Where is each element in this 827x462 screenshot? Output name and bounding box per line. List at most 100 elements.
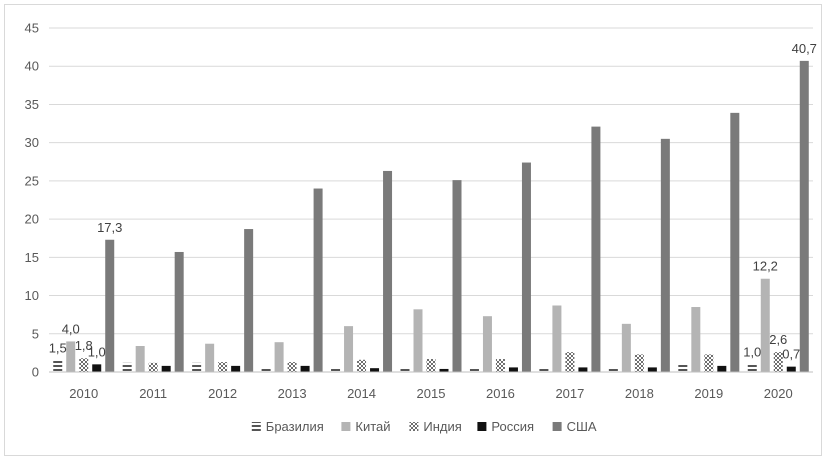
bar [161, 365, 171, 372]
y-tick-label: 30 [25, 135, 39, 150]
y-tick-label: 40 [25, 59, 39, 74]
bar [730, 112, 740, 372]
bar [552, 305, 562, 372]
data-labels: 1,54,01,81,017,31,012,22,60,740,7 [49, 41, 817, 362]
chart-frame: 0 5 10 15 20 25 30 35 40 45 2010 2011 2012 2013 2014 2… [4, 4, 822, 456]
data-label: 0,7 [782, 347, 800, 362]
x-tick-label: 2012 [208, 386, 237, 401]
bar [747, 364, 757, 372]
y-tick-label: 5 [32, 326, 39, 341]
legend-label: Россия [491, 419, 534, 434]
bar [300, 365, 310, 372]
data-label: 1,8 [75, 338, 93, 353]
bar [495, 359, 505, 372]
x-tick-label: 2010 [69, 386, 98, 401]
bar [521, 162, 531, 372]
bar [287, 362, 297, 372]
legend-swatch [251, 422, 261, 431]
bar [135, 346, 145, 372]
bar [565, 352, 575, 372]
bars [53, 60, 809, 372]
bar [539, 368, 549, 372]
legend-label: США [567, 419, 597, 434]
data-label: 1,0 [88, 344, 106, 359]
legend-label: Китай [355, 419, 390, 434]
bar [231, 365, 241, 372]
legend-label: Индия [423, 419, 461, 434]
bar [621, 323, 631, 372]
x-tick-label: 2017 [555, 386, 584, 401]
bar [608, 368, 618, 372]
bar [426, 359, 436, 372]
bar [357, 359, 367, 372]
bar [92, 364, 102, 372]
bar [634, 354, 644, 372]
y-tick-label: 0 [32, 365, 39, 380]
bar [760, 278, 770, 372]
legend-swatch [552, 422, 562, 431]
bar [261, 367, 271, 372]
x-tick-label: 2015 [417, 386, 446, 401]
y-tick-label: 20 [25, 212, 39, 227]
bar [148, 362, 158, 372]
legend-swatch [341, 422, 351, 431]
data-label: 12,2 [753, 259, 778, 274]
y-tick-label: 25 [25, 173, 39, 188]
x-tick-label: 2011 [139, 386, 167, 401]
bar [469, 368, 479, 372]
bar [773, 352, 783, 372]
bar [400, 368, 410, 372]
legend-swatch [477, 422, 487, 431]
x-axis-ticks: 2010 2011 2012 2013 2014 2015 2016 2017 2018 2019… [69, 386, 792, 401]
x-tick-label: 2016 [486, 386, 515, 401]
bar [105, 239, 115, 372]
bar [786, 366, 796, 372]
x-tick-label: 2018 [625, 386, 654, 401]
bar [704, 354, 714, 372]
y-tick-label: 15 [25, 250, 39, 265]
legend: Бразилия Китай Индия Россия США [251, 419, 597, 434]
y-tick-label: 10 [25, 288, 39, 303]
data-label: 1,0 [743, 344, 761, 359]
bar [274, 342, 284, 372]
legend-label: Бразилия [266, 419, 324, 434]
bar [413, 309, 423, 372]
bar [344, 326, 354, 372]
bar [66, 341, 76, 372]
bar [192, 362, 202, 372]
bar [370, 368, 380, 372]
data-label: 40,7 [792, 41, 817, 56]
bar [691, 307, 701, 372]
bar [174, 251, 184, 372]
bar [53, 360, 63, 372]
y-tick-label: 35 [25, 97, 39, 112]
x-tick-label: 2013 [278, 386, 307, 401]
bar [205, 343, 215, 372]
x-tick-label: 2019 [694, 386, 723, 401]
gridlines [49, 27, 813, 335]
bar [313, 188, 323, 372]
bar [591, 126, 601, 372]
legend-swatch [409, 422, 419, 431]
bar [717, 365, 727, 372]
data-label: 2,6 [769, 332, 787, 347]
bar [331, 367, 341, 372]
bar [244, 229, 254, 372]
bar [439, 368, 449, 372]
bar [122, 362, 132, 372]
x-tick-label: 2014 [347, 386, 376, 401]
x-tick-label: 2020 [764, 386, 793, 401]
bar [647, 367, 657, 372]
bar [452, 180, 462, 372]
y-tick-label: 45 [25, 21, 39, 36]
y-axis-ticks: 0 5 10 15 20 25 30 35 40 45 [25, 21, 39, 380]
bar [660, 138, 670, 372]
bar [508, 367, 518, 372]
bar [383, 170, 393, 372]
bar [799, 60, 809, 372]
data-label: 17,3 [97, 220, 122, 235]
bar [482, 316, 492, 372]
data-label: 1,5 [49, 341, 67, 356]
bar [678, 363, 688, 372]
